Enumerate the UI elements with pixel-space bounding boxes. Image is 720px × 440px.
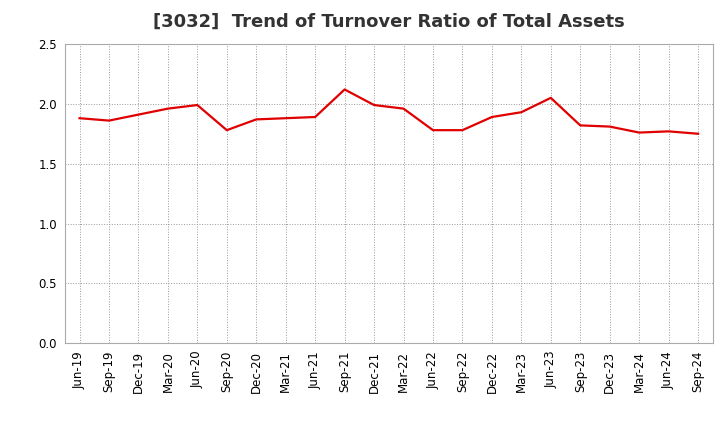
Text: [3032]  Trend of Turnover Ratio of Total Assets: [3032] Trend of Turnover Ratio of Total … — [153, 13, 625, 31]
